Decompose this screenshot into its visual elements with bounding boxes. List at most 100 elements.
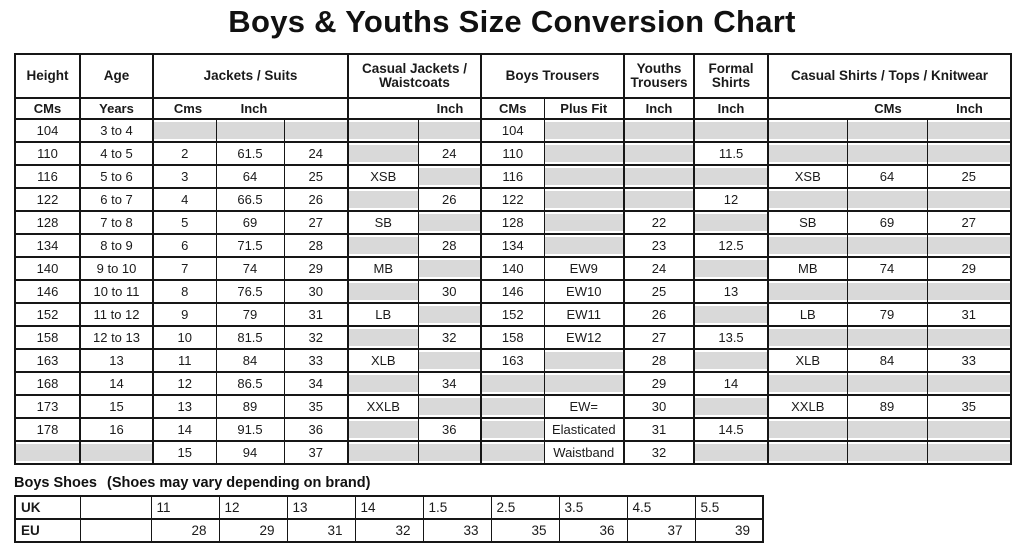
table-cell bbox=[693, 210, 769, 235]
table-cell: 31 bbox=[283, 302, 349, 327]
table-row: 116 5 to 6 3 64 25 XSB 116 XSB 64 25 bbox=[14, 164, 1012, 189]
table-cell: 79 bbox=[846, 302, 928, 327]
table-cell: 158 bbox=[480, 325, 545, 350]
shoes-uk-size-cell: 4.5 bbox=[626, 495, 696, 520]
shoes-eu-size-cell: 31 bbox=[286, 518, 356, 543]
table-cell: 6 to 7 bbox=[79, 187, 154, 212]
table-cell: 26 bbox=[623, 302, 695, 327]
table-cell: 4 bbox=[152, 187, 217, 212]
header-boys-trousers: Boys Trousers bbox=[479, 53, 625, 99]
table-cell: LB bbox=[767, 302, 848, 327]
table-cell: 27 bbox=[283, 210, 349, 235]
shoes-note: (Shoes may vary depending on brand) bbox=[107, 475, 371, 491]
table-cell: EW10 bbox=[543, 279, 625, 304]
shoes-eu-row: EU 28 29 31 32 33 35 36 37 39 bbox=[14, 518, 764, 543]
table-cell: 163 bbox=[14, 348, 81, 373]
table-cell bbox=[543, 187, 625, 212]
table-cell: 26 bbox=[283, 187, 349, 212]
table-cell bbox=[543, 118, 625, 143]
table-cell: 28 bbox=[623, 348, 695, 373]
table-cell: 24 bbox=[623, 256, 695, 281]
table-cell: EW= bbox=[543, 394, 625, 419]
table-cell: 79 bbox=[215, 302, 285, 327]
table-cell bbox=[693, 256, 769, 281]
table-cell bbox=[693, 348, 769, 373]
table-cell: 104 bbox=[480, 118, 545, 143]
table-cell: 25 bbox=[926, 164, 1012, 189]
table-cell: 22 bbox=[623, 210, 695, 235]
table-cell bbox=[926, 417, 1012, 442]
table-cell bbox=[767, 187, 848, 212]
shoes-uk-size-cell: 14 bbox=[354, 495, 424, 520]
table-cell: 36 bbox=[417, 417, 482, 442]
table-cell bbox=[543, 371, 625, 396]
table-cell: 64 bbox=[215, 164, 285, 189]
table-cell bbox=[347, 325, 419, 350]
table-cell: 116 bbox=[14, 164, 81, 189]
subheader-height-cms: CMs bbox=[14, 97, 81, 120]
table-cell: 12.5 bbox=[693, 233, 769, 258]
shoes-eu-size-cell: 39 bbox=[694, 518, 764, 543]
table-row: 104 3 to 4 104 bbox=[14, 118, 1012, 143]
table-cell bbox=[347, 233, 419, 258]
table-cell bbox=[347, 440, 419, 465]
shoes-uk-size-cell: 2.5 bbox=[490, 495, 560, 520]
table-cell: 36 bbox=[283, 417, 349, 442]
table-cell: 30 bbox=[417, 279, 482, 304]
shoes-uk-size-cell: 1.5 bbox=[422, 495, 492, 520]
shoes-blank-cell bbox=[79, 518, 152, 543]
table-cell: 14 bbox=[693, 371, 769, 396]
table-cell: 146 bbox=[14, 279, 81, 304]
table-cell bbox=[417, 118, 482, 143]
table-cell: 84 bbox=[846, 348, 928, 373]
subheader-casual-shirts-inch: Inch bbox=[956, 100, 983, 116]
table-cell: 74 bbox=[215, 256, 285, 281]
table-cell: 3 to 4 bbox=[79, 118, 154, 143]
table-cell: 27 bbox=[926, 210, 1012, 235]
shoes-uk-label: UK bbox=[14, 495, 81, 520]
subheader-casual-shirts-cms: CMs bbox=[874, 100, 902, 116]
table-cell: 163 bbox=[480, 348, 545, 373]
table-cell bbox=[417, 348, 482, 373]
table-cell: 34 bbox=[283, 371, 349, 396]
shoes-uk-size-cell: 5.5 bbox=[694, 495, 764, 520]
table-cell: 122 bbox=[14, 187, 81, 212]
shoes-blank-cell bbox=[79, 495, 152, 520]
table-row: 146 10 to 11 8 76.5 30 30 146 EW10 25 13 bbox=[14, 279, 1012, 304]
table-cell: 28 bbox=[417, 233, 482, 258]
table-cell bbox=[417, 256, 482, 281]
table-cell: 26 bbox=[417, 187, 482, 212]
table-cell: 116 bbox=[480, 164, 545, 189]
table-row: 110 4 to 5 2 61.5 24 24 110 11.5 bbox=[14, 141, 1012, 166]
table-cell bbox=[14, 440, 81, 465]
table-cell: 61.5 bbox=[215, 141, 285, 166]
table-cell: MB bbox=[347, 256, 419, 281]
table-cell bbox=[846, 118, 928, 143]
table-cell: 8 to 9 bbox=[79, 233, 154, 258]
table-cell: 146 bbox=[480, 279, 545, 304]
table-cell: 33 bbox=[926, 348, 1012, 373]
table-row: 178 16 14 91.5 36 36 Elasticated 31 14.5 bbox=[14, 417, 1012, 442]
table-cell: 91.5 bbox=[215, 417, 285, 442]
page-title: Boys & Youths Size Conversion Chart bbox=[228, 4, 796, 39]
table-cell: 10 to 11 bbox=[79, 279, 154, 304]
table-cell: 152 bbox=[480, 302, 545, 327]
table-row: 128 7 to 8 5 69 27 SB 128 22 SB 69 27 bbox=[14, 210, 1012, 235]
table-cell: 35 bbox=[283, 394, 349, 419]
table-cell bbox=[480, 394, 545, 419]
table-row: 163 13 11 84 33 XLB 163 28 XLB 84 33 bbox=[14, 348, 1012, 373]
table-cell: 15 bbox=[152, 440, 217, 465]
table-cell: 16 bbox=[79, 417, 154, 442]
table-cell: 31 bbox=[623, 417, 695, 442]
table-cell: 28 bbox=[283, 233, 349, 258]
table-cell bbox=[215, 118, 285, 143]
shoes-eu-size-cell: 36 bbox=[558, 518, 628, 543]
table-cell: XLB bbox=[767, 348, 848, 373]
table-cell bbox=[623, 187, 695, 212]
table-cell bbox=[846, 141, 928, 166]
table-cell: 5 bbox=[152, 210, 217, 235]
table-cell: 14.5 bbox=[693, 417, 769, 442]
table-cell bbox=[347, 371, 419, 396]
table-cell: 3 bbox=[152, 164, 217, 189]
table-cell bbox=[347, 187, 419, 212]
